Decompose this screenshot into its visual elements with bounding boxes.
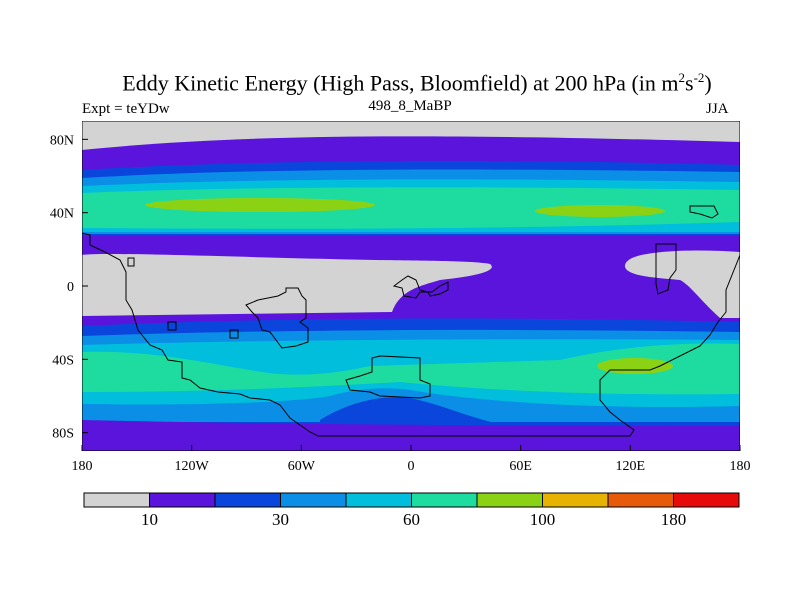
colorbar-label: 30 [272,510,289,529]
colorbar-swatch [476,492,543,508]
x-tick-label: 120W [175,459,210,474]
axis-ticks: 180 120W 60W 0 60E 120E 180 80N 40N 0 40S 80S [50,133,751,474]
chart-subtitle: 498_8_MaBP [368,98,452,114]
experiment-label: Expt = teYDw [82,101,170,117]
map-field [82,121,740,451]
x-tick-label: 180 [730,459,751,474]
x-tick-label: 60W [288,459,316,474]
y-tick-label: 0 [67,280,74,295]
coastline-small-island-3 [167,321,177,331]
colorbar-swatch [83,492,150,508]
colorbar-label: 100 [530,510,556,529]
coastlines [82,205,740,437]
y-tick-label: 40S [52,353,74,368]
x-tick-label: 180 [72,459,93,474]
y-tick-label: 80S [52,427,74,442]
nh-band-level5 [82,187,740,229]
y-tick-label: 80N [50,133,74,148]
colorbar-label: 60 [403,510,420,529]
coastline-europe-asia [392,275,449,299]
season-label: JJA [706,101,729,117]
colorbar-swatch [345,492,412,508]
colorbar-label: 10 [141,510,158,529]
x-tick-label: 60E [509,459,532,474]
colorbar-swatch [149,492,216,508]
coastline-americas [82,232,740,437]
coastline-small-island-1 [229,329,239,339]
colorbar-swatch [542,492,609,508]
colorbar: 10 30 60 100 180 [83,492,740,529]
colorbar-label: 180 [661,510,687,529]
coastline-islands [689,205,719,219]
x-tick-label: 120E [616,459,646,474]
colorbar-swatch [280,492,347,508]
coastline-australia [655,243,677,295]
x-tick-label: 0 [408,459,415,474]
nh-jet-core-east [535,205,665,217]
coastline-africa [245,287,309,349]
coastline-small-island-2 [127,257,135,267]
sh-polar-tongue [320,397,500,424]
coastline-antarctic-peninsula [345,355,431,399]
colorbar-swatch [607,492,674,508]
nh-jet-core-west [145,198,375,212]
tropical-gap-atlantic [82,253,492,316]
colorbar-swatch [411,492,478,508]
sh-band-level5 [82,343,740,395]
colorbar-swatch [214,492,281,508]
tropical-gap-pacific [624,250,740,318]
y-tick-label: 40N [50,207,74,222]
chart-title: Eddy Kinetic Energy (High Pass, Bloomfie… [122,70,712,96]
colorbar-swatch [673,492,740,508]
